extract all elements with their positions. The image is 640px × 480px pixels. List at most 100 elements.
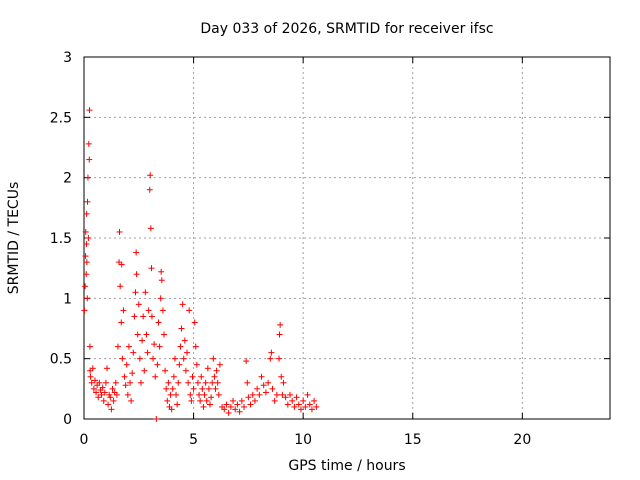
- data-point: [86, 343, 93, 350]
- data-point: [91, 377, 98, 384]
- data-point: [171, 355, 178, 362]
- data-point: [142, 289, 149, 296]
- data-point: [153, 416, 160, 422]
- data-point: [89, 365, 96, 372]
- data-point: [223, 401, 230, 408]
- data-point: [302, 403, 309, 410]
- data-point: [167, 391, 174, 398]
- data-point: [82, 283, 89, 290]
- data-point: [122, 382, 129, 389]
- data-point: [160, 331, 167, 338]
- data-point: [135, 301, 142, 308]
- data-point: [268, 349, 275, 356]
- data-point: [143, 331, 150, 338]
- data-point: [169, 385, 176, 392]
- data-point: [245, 394, 252, 401]
- data-point: [199, 385, 206, 392]
- data-point: [297, 406, 304, 413]
- data-point: [151, 341, 158, 348]
- data-point: [287, 391, 294, 398]
- plot-frame: [83, 56, 611, 420]
- data-point: [184, 349, 191, 356]
- data-point: [273, 391, 280, 398]
- y-tick-label: 0.5: [50, 352, 72, 368]
- data-point: [249, 391, 256, 398]
- data-point: [271, 397, 278, 404]
- data-point: [213, 367, 220, 374]
- data-point: [112, 379, 119, 386]
- data-point: [225, 409, 232, 416]
- data-point: [158, 268, 165, 275]
- x-tick-label: 10: [294, 432, 312, 448]
- data-point: [176, 361, 183, 368]
- data-point: [279, 391, 286, 398]
- data-point: [86, 107, 93, 114]
- data-point: [180, 355, 187, 362]
- data-point: [198, 373, 205, 380]
- y-tick-label: 1: [63, 291, 72, 307]
- y-tick-label: 2: [63, 171, 72, 187]
- data-point: [201, 391, 208, 398]
- data-point: [85, 235, 92, 241]
- data-point: [304, 391, 311, 398]
- data-point: [260, 382, 267, 389]
- data-point: [83, 241, 90, 248]
- data-point: [120, 307, 127, 314]
- data-point: [133, 271, 140, 278]
- data-point: [107, 394, 114, 401]
- data-point: [211, 373, 218, 380]
- data-point: [121, 373, 128, 380]
- data-point: [144, 349, 151, 356]
- data-point: [83, 259, 90, 266]
- data-point: [196, 391, 203, 398]
- data-point: [247, 401, 254, 408]
- data-point: [101, 389, 108, 396]
- data-point: [244, 379, 251, 386]
- data-point: [234, 401, 241, 408]
- data-point: [170, 373, 177, 380]
- data-point: [102, 379, 109, 386]
- data-point: [276, 331, 283, 338]
- data-point: [179, 301, 186, 308]
- data-point: [117, 283, 124, 290]
- data-point: [129, 370, 136, 377]
- data-point: [313, 403, 320, 410]
- data-point: [104, 365, 111, 372]
- data-point: [154, 361, 161, 368]
- data-point: [133, 249, 140, 256]
- data-point: [243, 358, 250, 365]
- data-point: [96, 379, 103, 386]
- y-tick-label: 0: [63, 412, 72, 428]
- data-point: [289, 397, 296, 404]
- data-point: [256, 391, 263, 398]
- data-point: [277, 321, 284, 328]
- data-point: [190, 385, 197, 392]
- data-point: [267, 355, 274, 362]
- y-ticks: 0 0.5 1 1.5 2 2.5 3: [50, 50, 610, 428]
- data-point: [113, 391, 120, 398]
- data-point: [137, 379, 144, 386]
- data-point: [221, 406, 228, 413]
- data-point: [168, 406, 175, 413]
- data-point: [181, 337, 188, 344]
- data-point: [88, 379, 95, 386]
- data-point: [282, 394, 289, 401]
- data-point: [200, 403, 207, 410]
- data-point: [192, 343, 199, 350]
- x-axis-label: GPS time / hours: [288, 458, 405, 474]
- data-point: [146, 186, 153, 193]
- data-point: [205, 385, 212, 392]
- data-point: [150, 355, 157, 362]
- data-point: [148, 313, 155, 320]
- data-point: [188, 397, 195, 404]
- data-point: [258, 373, 265, 380]
- data-point: [140, 313, 147, 320]
- data-point: [109, 385, 116, 392]
- data-point: [215, 391, 222, 398]
- data-point: [236, 408, 243, 415]
- data-point: [83, 210, 90, 217]
- data-point: [132, 289, 139, 296]
- data-point: [306, 401, 313, 408]
- data-point: [99, 384, 106, 391]
